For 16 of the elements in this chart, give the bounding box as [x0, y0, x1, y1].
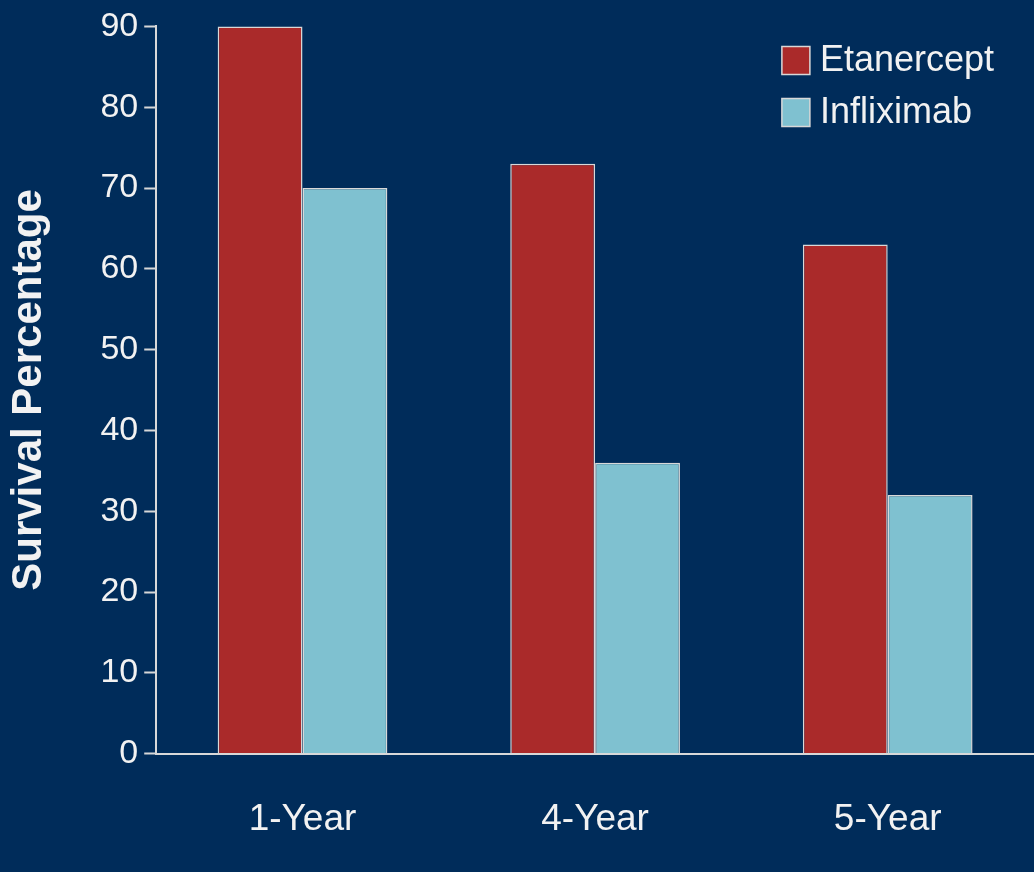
y-tick-label: 20	[100, 570, 139, 609]
legend-label: Infliximab	[819, 90, 972, 132]
y-tick-label: 10	[100, 651, 139, 690]
y-tick-label: 80	[100, 85, 139, 124]
y-tick-label: 40	[100, 408, 139, 447]
y-tick-label: 30	[100, 489, 139, 528]
x-tick-label: 5-Year	[833, 797, 942, 838]
y-tick-label: 0	[119, 731, 139, 770]
x-tick-label: 4-Year	[541, 797, 649, 838]
y-tick-label: 60	[100, 247, 139, 286]
legend-label: Etanercept	[819, 38, 995, 80]
x-tick-label: 1-Year	[248, 797, 357, 838]
y-tick-label: 50	[100, 327, 139, 366]
y-tick-label: 70	[100, 166, 139, 205]
y-axis-title: Survival Percentage	[2, 189, 50, 591]
y-tick-label: 90	[100, 4, 139, 43]
